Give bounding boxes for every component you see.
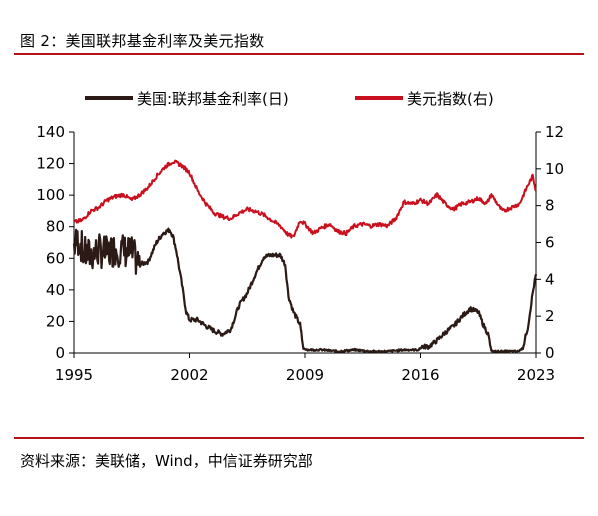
legend: 美国:联邦基金利率(日) 美元指数(右) [85,90,494,108]
right-tick-label: 4 [545,270,555,288]
right-tick-label: 2 [545,307,555,325]
right-tick-label: 6 [545,234,555,252]
fed-funds-rate-line [72,227,538,354]
source-divider [14,437,584,439]
left-tick-label: 80 [46,218,65,236]
figure-title: 图 2：美国联邦基金利率及美元指数 [20,32,265,50]
x-tick-label: 2002 [170,366,208,384]
left-tick-label: 20 [46,312,65,330]
x-tick-label: 2009 [286,366,324,384]
left-tick-label: 0 [55,344,65,362]
source-note: 资料来源：美联储，Wind，中信证券研究部 [20,452,313,470]
right-tick-label: 10 [545,160,564,178]
x-tick-label: 2023 [517,366,555,384]
left-tick-label: 60 [46,249,65,267]
left-tick-label: 120 [36,155,65,173]
right-tick-label: 8 [545,197,555,215]
right-tick-label: 0 [545,344,555,362]
legend-label-dollar-index: 美元指数(右) [407,90,494,108]
left-tick-label: 140 [36,123,65,141]
x-tick-label: 1995 [55,366,93,384]
legend-label-fed-funds-rate: 美国:联邦基金利率(日) [137,90,289,108]
left-tick-label: 100 [36,186,65,204]
left-tick-label: 40 [46,281,65,299]
right-tick-label: 12 [545,123,564,141]
title-divider [14,53,584,55]
dollar-index-line [73,159,537,239]
x-tick-label: 2016 [401,366,439,384]
